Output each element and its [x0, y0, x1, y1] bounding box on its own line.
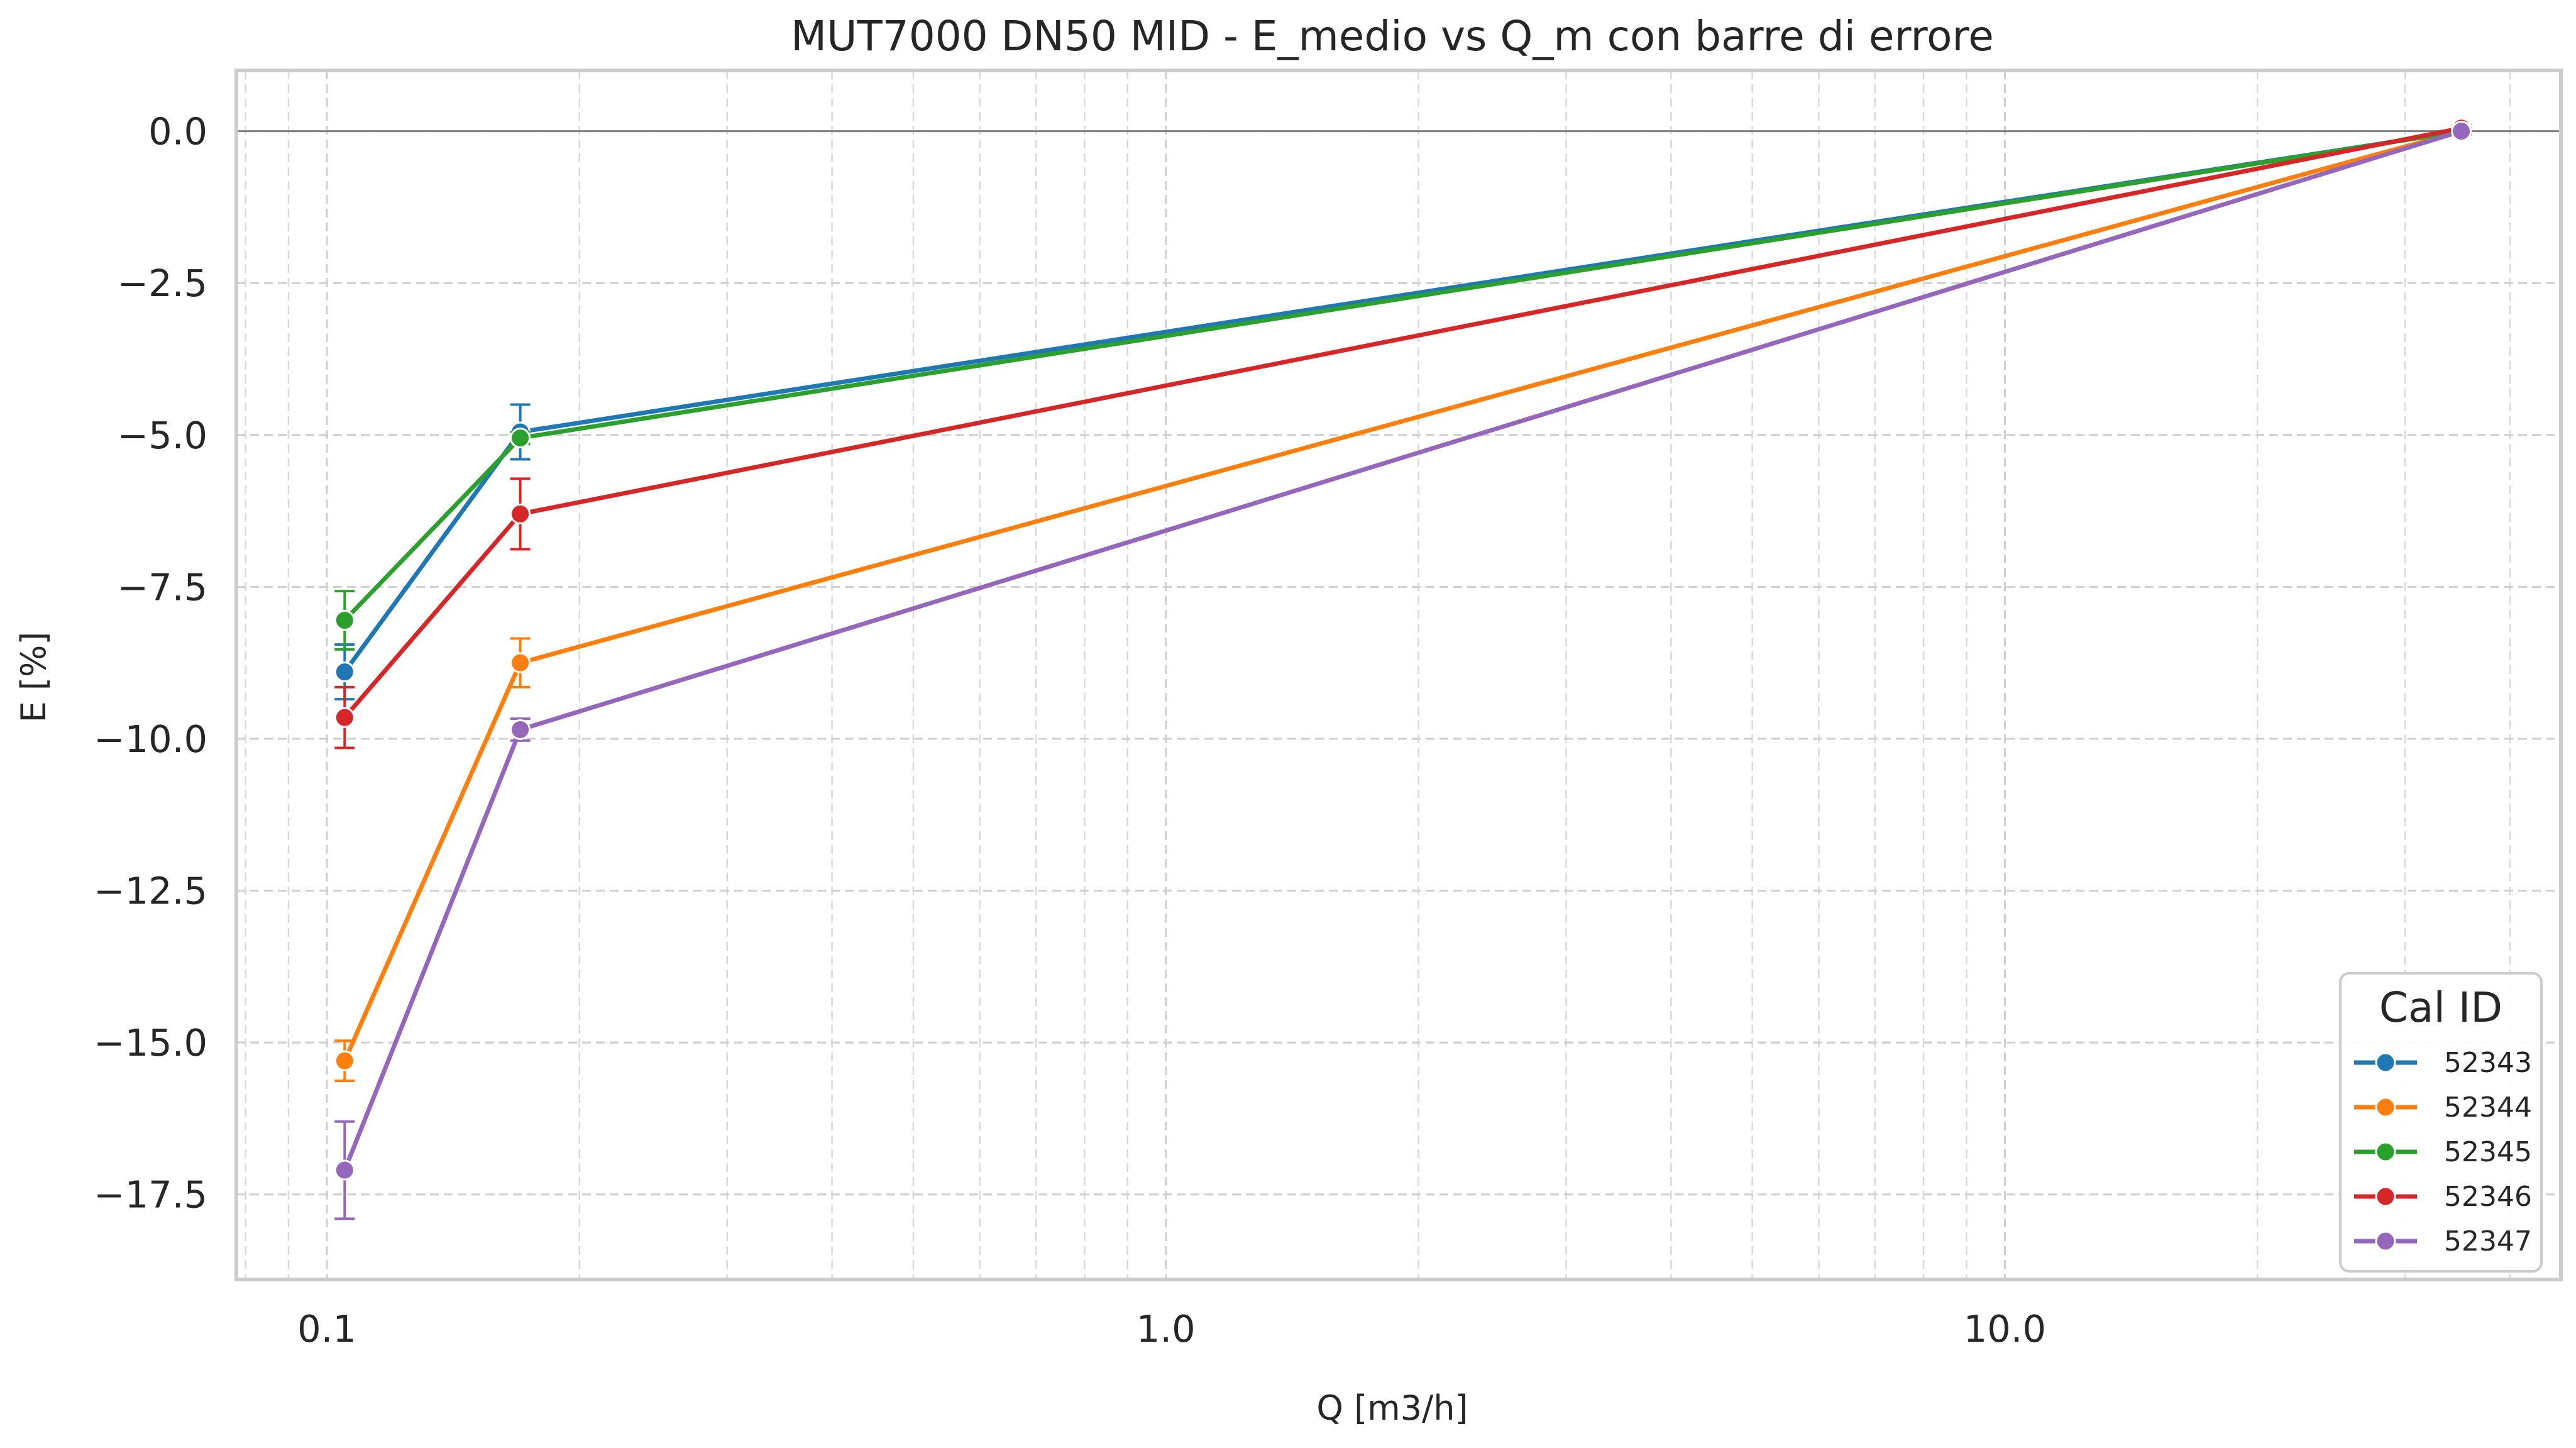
legend: Cal ID 52343 52344 52345 52346 52347	[2339, 972, 2543, 1273]
y-axis-label: E [%]	[14, 632, 53, 723]
legend-entries: 52343 52344 52345 52346 52347	[2354, 1047, 2532, 1257]
data-point	[510, 719, 531, 740]
plot-frame	[234, 69, 2563, 1281]
x-tick-label: 0.1	[297, 1307, 356, 1351]
y-tick-labels: 0.0 −2.5 −5.0 −7.5 −10.0 −12.5 −15.0 −17.5	[94, 110, 207, 1217]
x-tick-label: 10.0	[1964, 1307, 2046, 1351]
data-point	[510, 428, 531, 449]
y-tick-label: −7.5	[118, 565, 207, 609]
y-tick-label: −10.0	[94, 717, 207, 761]
data-point	[334, 661, 355, 683]
data-point	[334, 707, 355, 728]
y-tick-label: −5.0	[118, 414, 207, 457]
legend-marker	[2375, 1097, 2396, 1118]
legend-label: 52344	[2444, 1092, 2532, 1124]
y-tick-label: −12.5	[94, 870, 207, 913]
legend-marker	[2375, 1186, 2396, 1207]
chart-title: MUT7000 DN50 MID - E_medio vs Q_m con ba…	[791, 12, 1994, 60]
series-layer	[334, 118, 2472, 1220]
x-tick-label: 1.0	[1137, 1307, 1196, 1351]
legend-label: 52343	[2444, 1047, 2532, 1079]
y-tick-label: −15.0	[94, 1021, 207, 1064]
legend-marker	[2375, 1141, 2396, 1163]
legend-title: Cal ID	[2379, 983, 2502, 1032]
x-tick-labels: 0.1 1.0 10.0	[297, 1307, 2046, 1351]
legend-marker	[2375, 1052, 2396, 1073]
data-point	[334, 610, 355, 631]
series-52347	[334, 121, 2472, 1220]
data-point	[510, 503, 531, 524]
y-tick-label: 0.0	[148, 110, 207, 153]
legend-label: 52346	[2444, 1181, 2532, 1213]
data-point	[334, 1159, 355, 1181]
legend-label: 52345	[2444, 1136, 2532, 1168]
data-point	[334, 1050, 355, 1071]
x-axis-label: Q [m3/h]	[1316, 1388, 1468, 1428]
data-point	[510, 652, 531, 673]
minor-gridlines	[245, 70, 2511, 1279]
legend-marker	[2375, 1230, 2396, 1252]
y-tick-label: −2.5	[118, 262, 207, 305]
y-tick-label: −17.5	[94, 1173, 207, 1217]
data-point	[2451, 121, 2472, 142]
legend-label: 52347	[2444, 1225, 2532, 1257]
